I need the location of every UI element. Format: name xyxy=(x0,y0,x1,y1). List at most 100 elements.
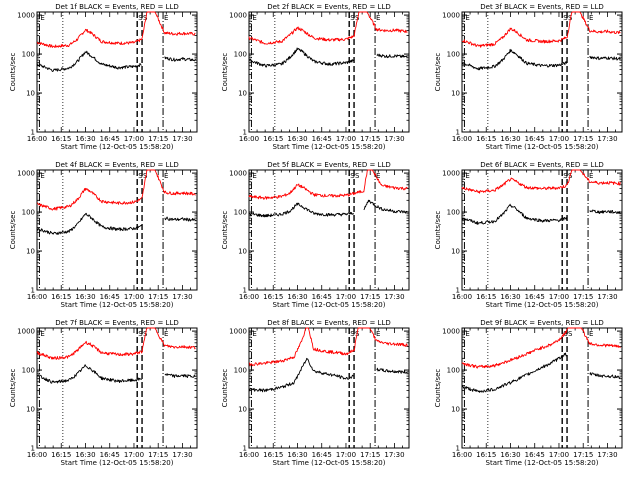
event-marker-label: E xyxy=(252,172,256,180)
x-axis-label: Start Time (12-Oct-05 15:58:20) xyxy=(486,301,599,309)
event-marker-label: S xyxy=(355,330,360,338)
y-tick-label: 1000 xyxy=(442,12,460,20)
x-tick-label: 17:30 xyxy=(597,293,617,301)
x-tick-label: 17:00 xyxy=(549,135,569,143)
series-events-line xyxy=(461,203,621,225)
y-tick-label: 100 xyxy=(22,367,35,375)
x-tick-label: 17:15 xyxy=(360,293,380,301)
series-lld-line xyxy=(248,169,408,200)
series-events-line xyxy=(36,50,196,72)
x-tick-label: 16:15 xyxy=(476,135,496,143)
y-axis-label: Counts/sec xyxy=(434,369,442,408)
series-lld-line xyxy=(461,169,621,194)
chart-panel: Det 5f BLACK = Events, RED = LLD 1 10 100 10… xyxy=(221,161,410,309)
x-tick-label: 17:00 xyxy=(336,451,356,459)
x-tick-label: 17:15 xyxy=(148,293,168,301)
y-tick-label: 1 xyxy=(31,287,35,295)
x-tick-label: 17:00 xyxy=(124,135,144,143)
x-tick-label: 16:45 xyxy=(312,451,332,459)
y-tick-label: 10 xyxy=(451,406,460,414)
series-events-line xyxy=(36,212,196,235)
y-tick-label: 1 xyxy=(31,129,35,137)
chart-panel: Det 7f BLACK = Events, RED = LLD 1 10 100 10… xyxy=(9,319,198,467)
x-tick-label: 16:00 xyxy=(239,293,259,301)
y-tick-label: 1000 xyxy=(229,12,247,20)
event-marker-label: E xyxy=(164,172,168,180)
x-axis-label: Start Time (12-Oct-05 15:58:20) xyxy=(273,301,386,309)
x-axis-label: Start Time (12-Oct-05 15:58:20) xyxy=(273,143,386,151)
plot-frame xyxy=(248,327,410,449)
series-lld-line xyxy=(461,327,621,369)
y-tick-label: 1 xyxy=(243,445,247,453)
x-tick-label: 16:00 xyxy=(452,293,472,301)
series-events-line xyxy=(461,352,621,393)
x-tick-label: 17:30 xyxy=(172,293,192,301)
x-tick-label: 16:15 xyxy=(263,135,283,143)
series-events-line xyxy=(36,364,196,384)
chart-panel: Det 3f BLACK = Events, RED = LLD 1 10 100 10… xyxy=(434,3,623,151)
x-tick-label: 16:30 xyxy=(500,293,520,301)
event-marker-label: S xyxy=(568,330,573,338)
x-tick-label: 17:15 xyxy=(573,135,593,143)
y-axis-label: Counts/sec xyxy=(9,369,17,408)
x-tick-label: 16:45 xyxy=(312,293,332,301)
y-tick-label: 100 xyxy=(234,209,247,217)
chart-panel: Det 2f BLACK = Events, RED = LLD 1 10 100 10… xyxy=(221,3,410,151)
event-marker-label: E xyxy=(589,14,593,22)
x-tick-label: 16:30 xyxy=(75,451,95,459)
y-tick-label: 100 xyxy=(22,209,35,217)
event-marker-label: E xyxy=(376,14,380,22)
event-marker-label: S xyxy=(350,330,355,338)
x-tick-label: 17:00 xyxy=(549,451,569,459)
x-tick-label: 16:15 xyxy=(51,293,71,301)
event-marker-label: E xyxy=(589,172,593,180)
x-axis-label: Start Time (12-Oct-05 15:58:20) xyxy=(486,459,599,467)
x-tick-label: 16:45 xyxy=(100,135,120,143)
x-tick-label: 16:00 xyxy=(452,451,472,459)
x-tick-label: 17:15 xyxy=(573,293,593,301)
y-tick-label: 100 xyxy=(447,209,460,217)
x-tick-label: 17:30 xyxy=(597,135,617,143)
chart-title: Det 3f BLACK = Events, RED = LLD xyxy=(480,3,603,11)
y-tick-label: 1000 xyxy=(442,328,460,336)
plot-frame xyxy=(461,11,623,133)
x-tick-label: 17:00 xyxy=(124,451,144,459)
event-marker-label: S xyxy=(350,172,355,180)
chart-title: Det 9f BLACK = Events, RED = LLD xyxy=(480,319,603,327)
chart-title: Det 7f BLACK = Events, RED = LLD xyxy=(55,319,178,327)
chart-title: Det 8f BLACK = Events, RED = LLD xyxy=(267,319,390,327)
chart-title: Det 5f BLACK = Events, RED = LLD xyxy=(267,161,390,169)
x-axis-label: Start Time (12-Oct-05 15:58:20) xyxy=(61,143,174,151)
x-tick-label: 16:00 xyxy=(27,451,47,459)
chart-panel: Det 4f BLACK = Events, RED = LLD 1 10 100 10… xyxy=(9,161,198,309)
x-tick-label: 17:30 xyxy=(172,135,192,143)
series-lld-line xyxy=(36,11,196,48)
plot-frame xyxy=(36,169,198,291)
chart-title: Det 2f BLACK = Events, RED = LLD xyxy=(267,3,390,11)
x-axis-label: Start Time (12-Oct-05 15:58:20) xyxy=(486,143,599,151)
event-marker-label: E xyxy=(376,330,380,338)
event-marker-label: E xyxy=(252,14,256,22)
event-marker-label: S xyxy=(138,172,143,180)
event-marker-label: E xyxy=(465,330,469,338)
x-tick-label: 16:00 xyxy=(27,293,47,301)
x-tick-label: 16:45 xyxy=(100,451,120,459)
chart-title: Det 6f BLACK = Events, RED = LLD xyxy=(480,161,603,169)
x-tick-label: 16:00 xyxy=(239,451,259,459)
y-axis-label: Counts/sec xyxy=(434,53,442,92)
x-tick-label: 16:15 xyxy=(51,451,71,459)
y-tick-label: 100 xyxy=(22,51,35,59)
y-tick-label: 1 xyxy=(243,287,247,295)
x-tick-label: 16:30 xyxy=(287,451,307,459)
plot-frame xyxy=(461,327,623,449)
y-tick-label: 10 xyxy=(26,90,35,98)
plot-frame xyxy=(248,169,410,291)
event-marker-label: E xyxy=(465,172,469,180)
x-tick-label: 17:00 xyxy=(124,293,144,301)
y-axis-label: Counts/sec xyxy=(221,53,229,92)
x-tick-label: 16:30 xyxy=(287,293,307,301)
event-marker-label: E xyxy=(252,330,256,338)
series-lld-line xyxy=(36,327,196,360)
y-tick-label: 10 xyxy=(451,90,460,98)
x-tick-label: 16:30 xyxy=(500,451,520,459)
